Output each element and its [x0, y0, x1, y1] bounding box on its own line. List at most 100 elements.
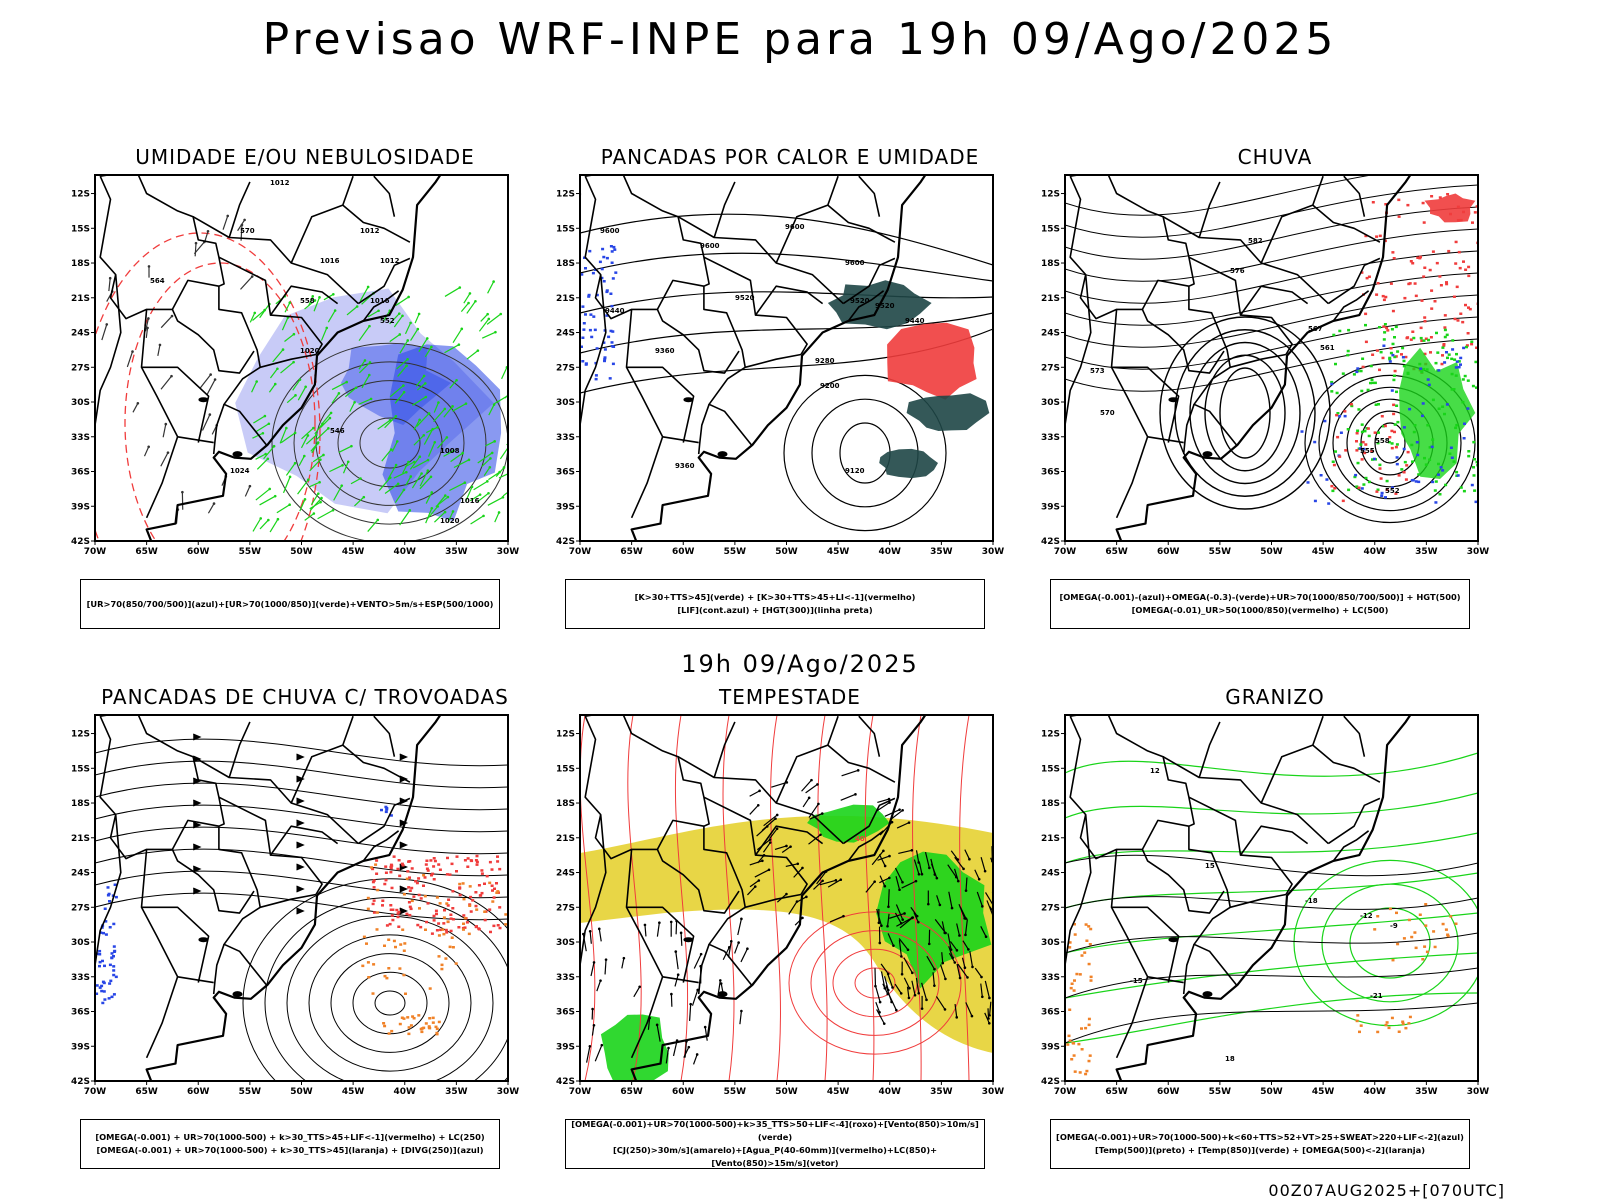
- wind-vector-head: [397, 312, 401, 315]
- wind-vector-head: [502, 466, 506, 469]
- lat-tick-label: 27S: [1041, 903, 1060, 913]
- precip-light-dot: [1443, 361, 1447, 364]
- wind-vector-head: [292, 360, 295, 364]
- precip-heavy-dot: [1454, 240, 1458, 244]
- lifted-index-contour: [594, 374, 598, 377]
- precip-moderate-area: [1399, 347, 1476, 479]
- wind-vector-head: [592, 961, 596, 964]
- precip-heavy-dot: [1468, 307, 1472, 311]
- omega-dot: [1087, 1017, 1091, 1021]
- wind-vector-head: [136, 402, 140, 405]
- omega-dot: [1387, 1026, 1391, 1030]
- wind-vector: [684, 1041, 688, 1058]
- storm-strong-dot: [391, 918, 395, 922]
- storm-dot: [392, 939, 396, 943]
- omega-dot: [1391, 958, 1395, 962]
- precip-moderate-dot: [1412, 430, 1416, 434]
- wind-vector-head: [433, 440, 437, 444]
- wind-vector-head: [350, 444, 353, 448]
- wind-vector: [754, 869, 770, 878]
- wind-vector-head: [908, 986, 911, 990]
- storm-dot: [362, 935, 366, 939]
- precip-moderate-dot: [1385, 479, 1389, 483]
- precip-heavy-dot: [1363, 451, 1367, 455]
- precip-light-dot: [1419, 367, 1423, 370]
- border-line: [1229, 893, 1287, 909]
- wind-vector: [903, 977, 910, 989]
- omega-dot: [1424, 924, 1428, 927]
- precip-heavy-dot: [1440, 362, 1444, 366]
- storm-dot: [448, 945, 452, 949]
- wind-vector: [416, 382, 426, 391]
- precip-moderate-dot: [1330, 390, 1334, 393]
- precip-moderate-dot: [1444, 483, 1448, 487]
- wind-vector: [954, 856, 965, 870]
- wind-vector-head: [796, 862, 800, 866]
- wind-vector-head: [622, 956, 626, 960]
- lon-tick-label: 65W: [135, 1087, 158, 1097]
- storm-strong-dot: [496, 860, 500, 863]
- storm-strong-dot: [426, 902, 430, 905]
- height-contour: [1219, 367, 1271, 459]
- wind-vector: [477, 492, 489, 503]
- legend-box: [OMEGA(-0.001)+UR>70(1000-500)+k<60+TTS>…: [1050, 1119, 1470, 1169]
- precip-moderate-dot: [1369, 381, 1372, 385]
- omega-dot: [1073, 979, 1076, 982]
- precip-moderate-dot: [1411, 460, 1414, 463]
- omega-dot: [1385, 1021, 1389, 1024]
- omega-dot: [1077, 1042, 1081, 1046]
- wind-vector: [941, 921, 946, 933]
- precip-light-dot: [1323, 419, 1327, 423]
- lon-tick-label: 65W: [1105, 1087, 1128, 1097]
- streamline: [1065, 250, 1478, 304]
- precip-light-dot: [1457, 365, 1461, 369]
- border-line: [1141, 849, 1225, 914]
- border-line: [584, 715, 705, 860]
- wind-vector: [487, 496, 504, 506]
- precip-moderate-dot: [1418, 362, 1422, 366]
- precip-heavy-dot: [1397, 474, 1401, 477]
- wind-vector-head: [312, 426, 315, 430]
- precip-moderate-dot: [1471, 384, 1475, 388]
- wind-vector-head: [740, 1009, 743, 1013]
- wind-vector: [433, 402, 439, 413]
- precip-heavy-dot: [1375, 349, 1379, 352]
- wind-vector: [969, 951, 974, 968]
- precip-light-dot: [1459, 356, 1463, 360]
- wind-vector: [199, 374, 212, 389]
- wind-vector: [444, 344, 460, 354]
- wind-vector: [887, 889, 890, 907]
- storm-strong-dot: [498, 926, 502, 930]
- wind-vector: [675, 921, 678, 935]
- lon-tick-label: 50W: [775, 1087, 798, 1097]
- wind-vector-head: [146, 326, 149, 330]
- storm-strong-dot: [496, 924, 500, 927]
- wind-vector: [485, 440, 495, 447]
- temp-500-contour: [1065, 1002, 1478, 1044]
- omega-dot: [1088, 1054, 1092, 1057]
- lat-tick-label: 18S: [1041, 799, 1060, 809]
- wind-vector: [160, 452, 169, 467]
- wind-vector: [427, 506, 439, 519]
- precip-moderate-dot: [1393, 423, 1397, 426]
- omega-dot: [1089, 927, 1093, 931]
- wind-vector-head: [789, 845, 792, 848]
- contour-label: 1008: [440, 447, 460, 455]
- precip-heavy-dot: [1421, 201, 1425, 205]
- legend-box: [OMEGA(-0.001)-(azul)+OMEGA(-0.3)-(verde…: [1050, 579, 1470, 629]
- streamarrow: [296, 797, 305, 805]
- streamline-loop: [242, 878, 508, 1081]
- lon-tick-label: 35W: [445, 1087, 468, 1097]
- wind-vector-head: [943, 1008, 947, 1011]
- storm-strong-dot: [390, 914, 394, 917]
- storm-strong-dot: [401, 864, 405, 867]
- wind-vector-head: [807, 796, 811, 800]
- precip-heavy-dot: [1429, 336, 1433, 339]
- storm-dot: [412, 1017, 416, 1020]
- coastline: [630, 715, 927, 1081]
- wind-vector: [437, 495, 446, 506]
- storm-strong-dot: [381, 904, 384, 907]
- precip-moderate-dot: [1396, 350, 1400, 353]
- precip-heavy-dot: [1431, 250, 1435, 253]
- contour-label: 570: [1100, 409, 1115, 417]
